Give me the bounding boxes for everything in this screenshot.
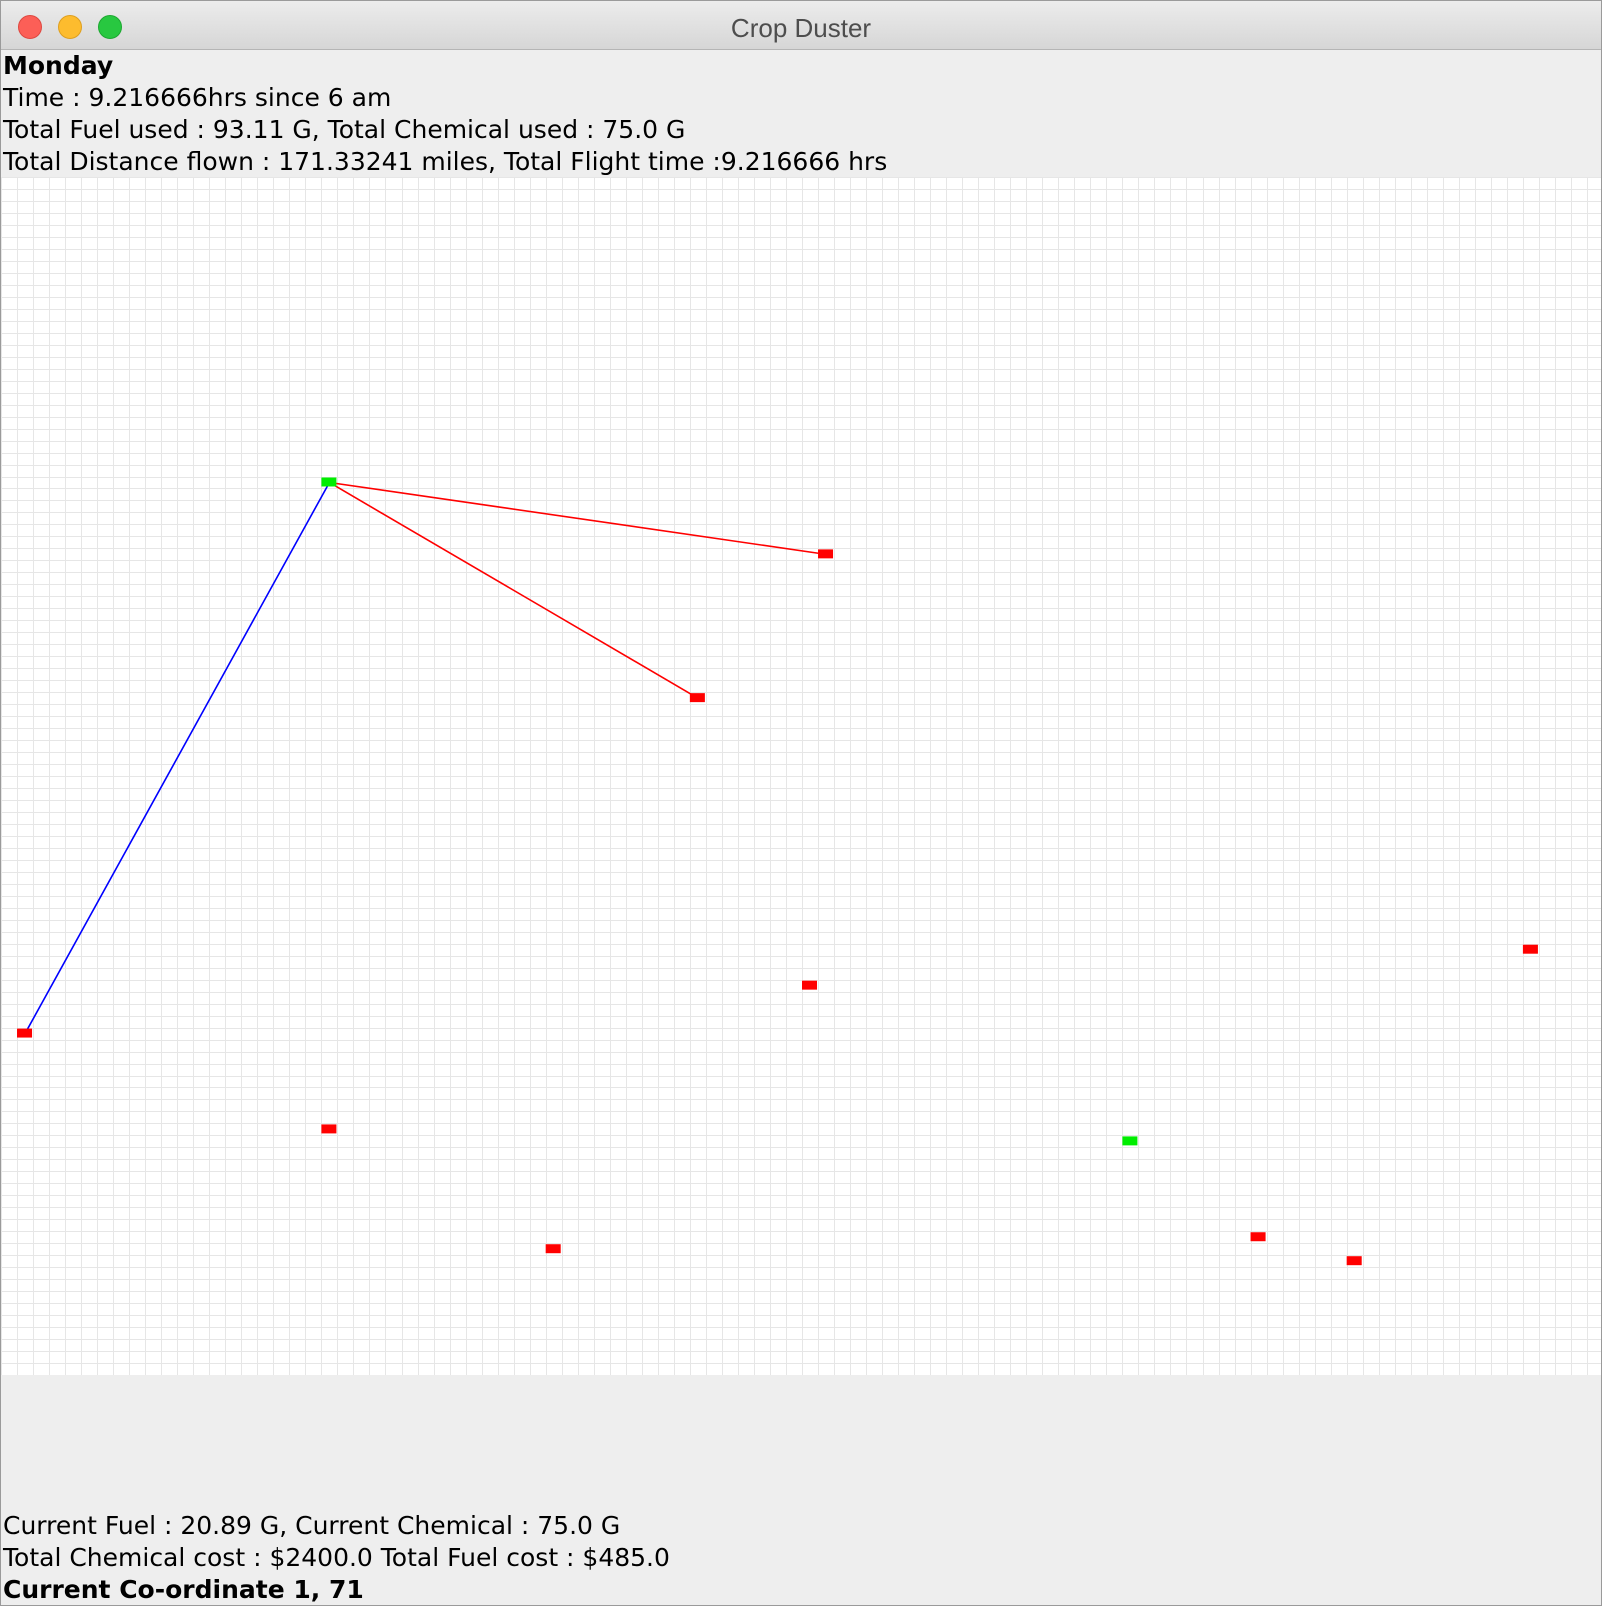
flight-path-segment-red <box>329 481 699 699</box>
map-canvas[interactable] <box>1 177 1602 1376</box>
minimize-window-button[interactable] <box>58 15 82 39</box>
flight-path-segment-blue <box>24 482 331 1034</box>
field-marker[interactable] <box>802 980 818 990</box>
map-markers <box>17 477 1538 1266</box>
field-marker[interactable] <box>818 549 834 559</box>
base-marker[interactable] <box>1122 1136 1138 1146</box>
day-label: Monday <box>3 51 114 80</box>
flight-path-segment-red <box>329 481 827 556</box>
field-marker[interactable] <box>1522 944 1538 954</box>
field-marker[interactable] <box>689 693 705 703</box>
window-title: Crop Duster <box>730 13 872 43</box>
grid-lines <box>1 177 1601 1376</box>
field-marker[interactable] <box>17 1028 33 1038</box>
current-coordinate-readout: Current Co-ordinate 1, 71 <box>3 1575 364 1604</box>
distance-flight-time-readout: Total Distance flown : 171.33241 miles, … <box>3 147 888 176</box>
field-marker[interactable] <box>1250 1232 1266 1242</box>
cost-readout: Total Chemical cost : $2400.0 Total Fuel… <box>3 1543 670 1572</box>
field-marker[interactable] <box>545 1244 561 1254</box>
time-readout: Time : 9.216666hrs since 6 am <box>3 83 392 112</box>
flight-paths <box>24 481 827 1034</box>
field-marker[interactable] <box>1346 1256 1362 1266</box>
close-window-button[interactable] <box>18 15 42 39</box>
total-fuel-chemical-readout: Total Fuel used : 93.11 G, Total Chemica… <box>3 115 686 144</box>
field-marker[interactable] <box>321 1124 337 1134</box>
base-marker[interactable] <box>321 477 337 487</box>
current-fuel-chemical-readout: Current Fuel : 20.89 G, Current Chemical… <box>3 1511 621 1540</box>
maximize-window-button[interactable] <box>98 15 122 39</box>
map-grid[interactable] <box>1 177 1602 1376</box>
title-bar[interactable]: Crop Duster <box>1 1 1601 50</box>
grid-line-set <box>1 177 1601 1376</box>
